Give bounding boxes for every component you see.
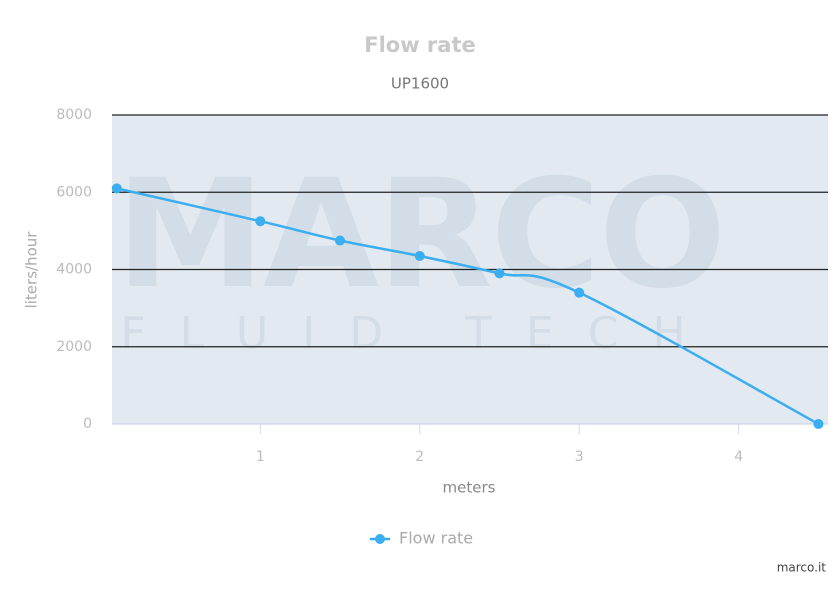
data-point <box>111 183 122 194</box>
x-tick-label: 1 <box>256 449 265 465</box>
data-point <box>414 250 425 261</box>
x-tick-label: 3 <box>575 449 584 465</box>
data-point <box>494 268 505 279</box>
credits: marco.it <box>777 561 827 575</box>
x-axis-title: meters <box>443 479 496 497</box>
data-point <box>813 419 824 429</box>
data-point <box>335 235 346 246</box>
chart-subtitle: UP1600 <box>391 75 449 93</box>
y-tick-label: 6000 <box>56 184 92 200</box>
data-point <box>255 216 266 227</box>
y-axis-title: liters/hour <box>23 231 41 309</box>
x-tick-label: 4 <box>734 449 743 465</box>
y-tick-label: 0 <box>83 416 92 432</box>
data-point <box>574 287 585 298</box>
y-tick-label: 8000 <box>56 107 92 123</box>
chart-title: Flow rate <box>364 33 476 57</box>
legend-label[interactable]: Flow rate <box>399 529 473 548</box>
watermark-subtitle: FLUID TECH <box>120 308 719 359</box>
x-tick-label: 2 <box>415 449 424 465</box>
y-tick-label: 2000 <box>56 339 92 355</box>
legend-symbol <box>375 534 385 544</box>
y-tick-label: 4000 <box>56 262 92 278</box>
watermark: MARCO <box>116 148 724 322</box>
